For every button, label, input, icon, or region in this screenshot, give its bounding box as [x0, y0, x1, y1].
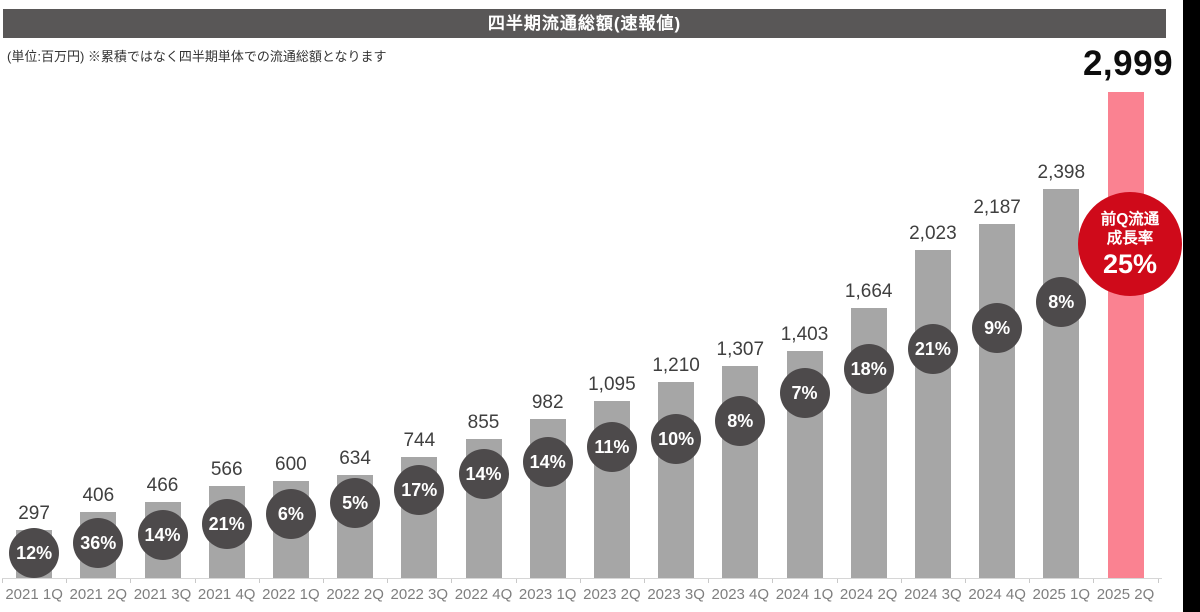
axis-tick: [387, 578, 389, 583]
growth-callout-line2: 成長率: [1106, 229, 1154, 247]
bar-value-label: 1,664: [844, 281, 893, 303]
bar-value-label: 2,023: [909, 223, 957, 245]
growth-badge: 14%: [522, 437, 573, 487]
bar-value-label: 466: [146, 475, 179, 497]
growth-badge: 12%: [9, 528, 60, 578]
value-bar: [979, 223, 1016, 578]
x-axis-label: 2021 3Q: [133, 586, 192, 603]
x-axis-label: 2023 4Q: [711, 586, 770, 603]
growth-badge: 17%: [394, 465, 445, 515]
growth-badge: 10%: [651, 414, 702, 464]
chart-title-bar: 四半期流通総額(速報値): [3, 9, 1166, 38]
letterbox-strip: [1183, 0, 1200, 612]
growth-badge: 5%: [330, 478, 381, 528]
x-axis-label: 2025 1Q: [1032, 586, 1091, 603]
x-axis-label: 2022 1Q: [262, 586, 320, 603]
bar-value-label: 297: [18, 502, 50, 524]
axis-tick: [965, 578, 966, 583]
bar-value-label: 406: [82, 485, 115, 507]
axis-tick: [258, 578, 260, 583]
x-axis-label: 2024 2Q: [839, 586, 898, 603]
axis-tick: [323, 578, 324, 583]
growth-badge: 8%: [715, 396, 766, 446]
growth-badge: 21%: [907, 324, 958, 374]
axis-tick: [644, 578, 645, 583]
x-axis-label: 2024 1Q: [775, 586, 834, 603]
axis-tick: [1157, 578, 1159, 583]
bar-value-label: 566: [210, 459, 243, 481]
axis-tick: [194, 578, 196, 583]
x-axis-label: 2022 4Q: [454, 586, 513, 603]
value-bar: [658, 381, 695, 578]
bar-value-label: 2,187: [973, 196, 1021, 218]
growth-callout-pct: 25%: [1102, 248, 1158, 279]
bar-value-label: 1,095: [588, 373, 636, 395]
growth-badge: 6%: [265, 489, 316, 539]
growth-badge: 9%: [972, 303, 1023, 353]
bar-value-label: 1,210: [652, 354, 700, 376]
bar-value-label: 2,398: [1037, 162, 1086, 184]
growth-badge: 14%: [458, 449, 509, 499]
x-axis-label: 2023 2Q: [583, 586, 641, 603]
growth-badge: 14%: [137, 510, 188, 560]
x-axis-label: 2021 2Q: [69, 586, 128, 603]
value-bar: [914, 250, 951, 578]
value-bar: [1043, 189, 1080, 578]
highlight-value-label: 2,999: [1082, 44, 1174, 83]
axis-tick: [836, 578, 838, 583]
axis-tick: [708, 578, 710, 583]
x-axis-line: [2, 578, 1162, 579]
bar-value-label: 1,403: [780, 323, 829, 345]
x-axis-label: 2021 1Q: [5, 586, 63, 603]
axis-tick: [515, 578, 517, 583]
growth-badge: 7%: [779, 368, 830, 418]
growth-badge: 36%: [73, 518, 124, 568]
growth-badge: 21%: [201, 499, 252, 549]
bar-value-label: 600: [275, 453, 307, 475]
axis-tick: [1029, 578, 1031, 583]
axis-tick: [772, 578, 774, 583]
x-axis-label: 2022 2Q: [326, 586, 384, 603]
bar-value-label: 634: [339, 448, 371, 470]
x-axis-label: 2023 1Q: [518, 586, 577, 603]
growth-badge: 11%: [586, 422, 637, 472]
growth-callout-line1: 前Q流通: [1100, 210, 1160, 228]
unit-note: (単位:百万円) ※累積ではなく四半期単体での流通総額となります: [7, 49, 387, 64]
axis-tick: [130, 578, 132, 583]
chart-title: 四半期流通総額(速報値): [487, 14, 682, 33]
bar-value-label: 1,307: [716, 339, 765, 361]
x-axis-label: 2021 4Q: [197, 586, 256, 603]
axis-tick: [451, 578, 453, 583]
axis-tick: [2, 578, 3, 583]
axis-tick: [900, 578, 902, 583]
x-axis-label: 2022 3Q: [390, 586, 449, 603]
highlight-value-bar: [1107, 92, 1144, 578]
bar-value-label: 855: [467, 412, 500, 434]
growth-badge: 8%: [1036, 277, 1087, 327]
bar-value-label: 744: [403, 430, 436, 452]
x-axis-label: 2023 3Q: [647, 586, 705, 603]
growth-badge: 18%: [843, 344, 894, 394]
bar-value-label: 982: [531, 391, 564, 413]
axis-tick: [1093, 578, 1095, 583]
axis-tick: [66, 578, 68, 583]
growth-callout-badge: 前Q流通 成長率 25%: [1078, 192, 1182, 296]
axis-tick: [579, 578, 581, 583]
x-axis-label: 2024 3Q: [904, 586, 962, 603]
x-axis-label: 2025 2Q: [1096, 586, 1155, 603]
x-axis-label: 2024 4Q: [968, 586, 1026, 603]
